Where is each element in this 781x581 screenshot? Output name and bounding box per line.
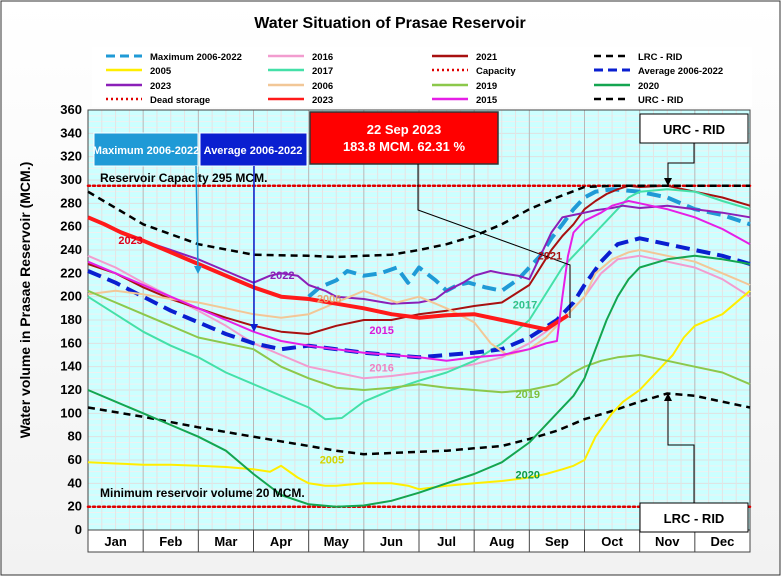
y-tick-label: 20 [68, 499, 82, 514]
series-line-7 [87, 236, 751, 360]
inline-series-label: 2005 [320, 455, 344, 467]
y-tick-label: 320 [60, 149, 82, 164]
legend-label: URC - RID [638, 95, 684, 106]
inline-series-label: 2006 [317, 294, 341, 306]
month-label: Jan [104, 534, 126, 549]
y-tick-label: 240 [60, 242, 82, 257]
series-line-11 [87, 254, 751, 508]
y-tick-label: 160 [60, 335, 82, 350]
y-axis-label: Water volume in Prasae Reservoir (MCM.) [17, 162, 33, 438]
capacity-annotation: Reservoir Capacity 295 MCM. [100, 171, 267, 185]
series-line-10 [87, 289, 751, 394]
average-callout-text: Average 2006-2022 [204, 145, 303, 157]
legend-label: Maximum 2006-2022 [150, 52, 242, 63]
y-axis-ticks: 0 20 40 60 80 100 120 140 160 180 200 220 240 260 280 3… [60, 102, 82, 537]
series-line-13 [87, 215, 570, 332]
inline-series-label: 2020 [516, 470, 540, 482]
y-tick-label: 140 [60, 359, 82, 374]
y-tick-label: 340 [60, 125, 82, 140]
current-status-callout: 22 Sep 2023 183.8 MCM. 62.31 % [309, 111, 571, 318]
y-tick-label: 360 [60, 102, 82, 117]
x-axis-months: Jan Feb Mar Apr May Jun Jul Aug Sep Oct Nov Dec [87, 529, 751, 553]
month-label: Apr [270, 534, 292, 549]
chart-title: Water Situation of Prasae Reservoir [254, 15, 526, 32]
month-label: Jun [380, 534, 403, 549]
month-label: Jul [437, 534, 456, 549]
month-label: Aug [489, 534, 514, 549]
y-tick-label: 300 [60, 172, 82, 187]
legend-label: 2019 [476, 81, 497, 92]
legend-label: Average 2006-2022 [638, 66, 723, 77]
series-line-14 [87, 200, 751, 362]
month-label: Sep [545, 534, 569, 549]
inline-series-label: 2019 [516, 389, 540, 401]
series-line-0 [307, 187, 751, 299]
inline-series-label: 2017 [513, 299, 537, 311]
series-line-5 [87, 188, 751, 421]
inline-series-label: 2022 [270, 270, 294, 282]
y-tick-label: 200 [60, 289, 82, 304]
series-line-15 [87, 184, 750, 259]
legend-label: 2020 [638, 81, 659, 92]
y-tick-label: 180 [60, 312, 82, 327]
y-tick-label: 220 [60, 265, 82, 280]
urc-callout-text: URC - RID [663, 122, 725, 137]
series-line-3 [87, 392, 751, 456]
month-label: Oct [601, 534, 623, 549]
y-tick-label: 280 [60, 195, 82, 210]
series-inline-labels: 2023 2022 2006 2015 2016 2005 2017 2019 2020 2021 [118, 235, 562, 481]
y-tick-label: 260 [60, 219, 82, 234]
legend-label: LRC - RID [638, 52, 682, 63]
legend-label: Dead storage [150, 95, 210, 106]
legend-label: Capacity [476, 66, 516, 77]
inline-series-label: 2023 [118, 235, 142, 247]
y-tick-label: 40 [68, 475, 82, 490]
inline-series-label: 2021 [538, 250, 562, 262]
legend-label: 2023 [312, 95, 333, 106]
lrc-callout: LRC - RID [639, 393, 749, 533]
legend-label: 2015 [476, 95, 498, 106]
month-label: Mar [214, 534, 237, 549]
month-label: May [324, 534, 350, 549]
average-callout: Average 2006-2022 [199, 132, 308, 332]
current-value: 183.8 MCM. 62.31 % [343, 139, 466, 154]
legend: Maximum 2006-2022 2016 2021 LRC - RID 2005 20… [92, 47, 752, 107]
month-label: Feb [159, 534, 182, 549]
y-tick-label: 60 [68, 452, 82, 467]
urc-callout: URC - RID [639, 113, 749, 186]
inline-series-label: 2016 [369, 362, 393, 374]
y-tick-label: 100 [60, 405, 82, 420]
legend-label: 2006 [312, 81, 333, 92]
maximum-callout: Maximum 2006-2022 [93, 132, 202, 274]
legend-label: 2005 [150, 66, 172, 77]
maximum-callout-text: Maximum 2006-2022 [93, 145, 199, 157]
minimum-annotation: Minimum reservoir volume 20 MCM. [100, 486, 305, 500]
lrc-callout-text: LRC - RID [664, 511, 725, 526]
current-date: 22 Sep 2023 [367, 122, 441, 137]
legend-label: 2023 [150, 81, 171, 92]
y-tick-label: 80 [68, 429, 82, 444]
y-tick-label: 120 [60, 382, 82, 397]
month-label: Nov [655, 534, 680, 549]
legend-label: 2017 [312, 66, 333, 77]
y-tick-label: 0 [75, 522, 82, 537]
month-label: Dec [710, 534, 734, 549]
legend-label: 2016 [312, 52, 333, 63]
legend-label: 2021 [476, 52, 498, 63]
inline-series-label: 2015 [369, 325, 393, 337]
legend-box [92, 47, 752, 107]
